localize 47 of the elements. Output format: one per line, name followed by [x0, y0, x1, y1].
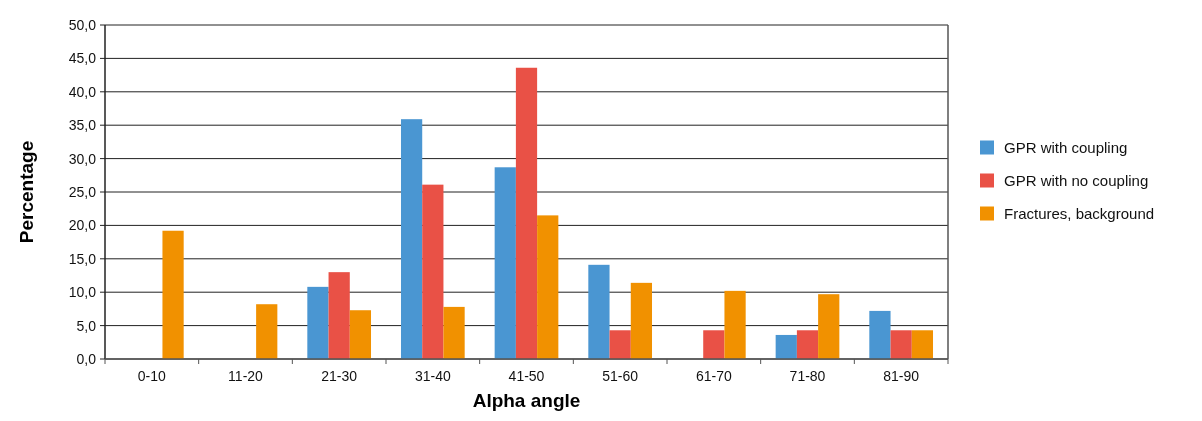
bar	[818, 294, 840, 359]
bar	[494, 167, 516, 359]
y-tick-label: 5,0	[76, 317, 97, 334]
y-tick-label: 50,0	[68, 16, 97, 33]
x-tick-label: 31-40	[414, 368, 451, 384]
y-tick-label: 0,0	[76, 350, 97, 367]
bar	[609, 330, 631, 359]
bar	[911, 330, 934, 359]
bar	[796, 330, 819, 359]
bar	[724, 290, 746, 359]
bar	[630, 282, 653, 359]
bar	[422, 184, 444, 359]
bar	[515, 67, 538, 359]
bar	[162, 230, 184, 359]
x-tick-label: 51-60	[602, 368, 639, 384]
bar	[703, 330, 725, 359]
bar	[588, 264, 610, 359]
bar	[775, 334, 797, 359]
y-tick-label: 40,0	[68, 83, 97, 100]
y-tick-label: 30,0	[68, 150, 97, 167]
x-tick-label: 11-20	[228, 368, 264, 384]
x-tick-label: 71-80	[789, 368, 826, 384]
bar	[869, 310, 891, 359]
y-tick-label: 45,0	[68, 50, 97, 67]
x-tick-label: 41-50	[508, 368, 545, 384]
x-tick-label: 61-70	[695, 368, 732, 384]
legend-label: Fractures, background	[1004, 204, 1155, 222]
y-axis-title: Percentage	[16, 140, 37, 244]
bar	[307, 286, 329, 359]
bar	[890, 330, 912, 359]
bar	[400, 119, 423, 359]
bar	[256, 304, 278, 359]
x-tick-label: 0-10	[137, 368, 167, 384]
y-tick-label: 35,0	[68, 117, 97, 134]
y-tick-label: 25,0	[68, 183, 97, 200]
legend-label: GPR with no coupling	[1004, 171, 1149, 189]
x-tick-label: 21-30	[321, 368, 358, 384]
y-tick-label: 15,0	[68, 250, 97, 267]
y-tick-label: 10,0	[68, 284, 97, 301]
x-tick-label: 81-90	[883, 368, 920, 384]
bar	[349, 310, 372, 359]
legend-label: GPR with coupling	[1004, 138, 1128, 156]
x-axis-title: Alpha angle	[472, 390, 581, 411]
bar	[328, 272, 350, 359]
y-tick-label: 20,0	[68, 217, 97, 234]
bar	[443, 306, 465, 359]
bar	[537, 215, 559, 359]
